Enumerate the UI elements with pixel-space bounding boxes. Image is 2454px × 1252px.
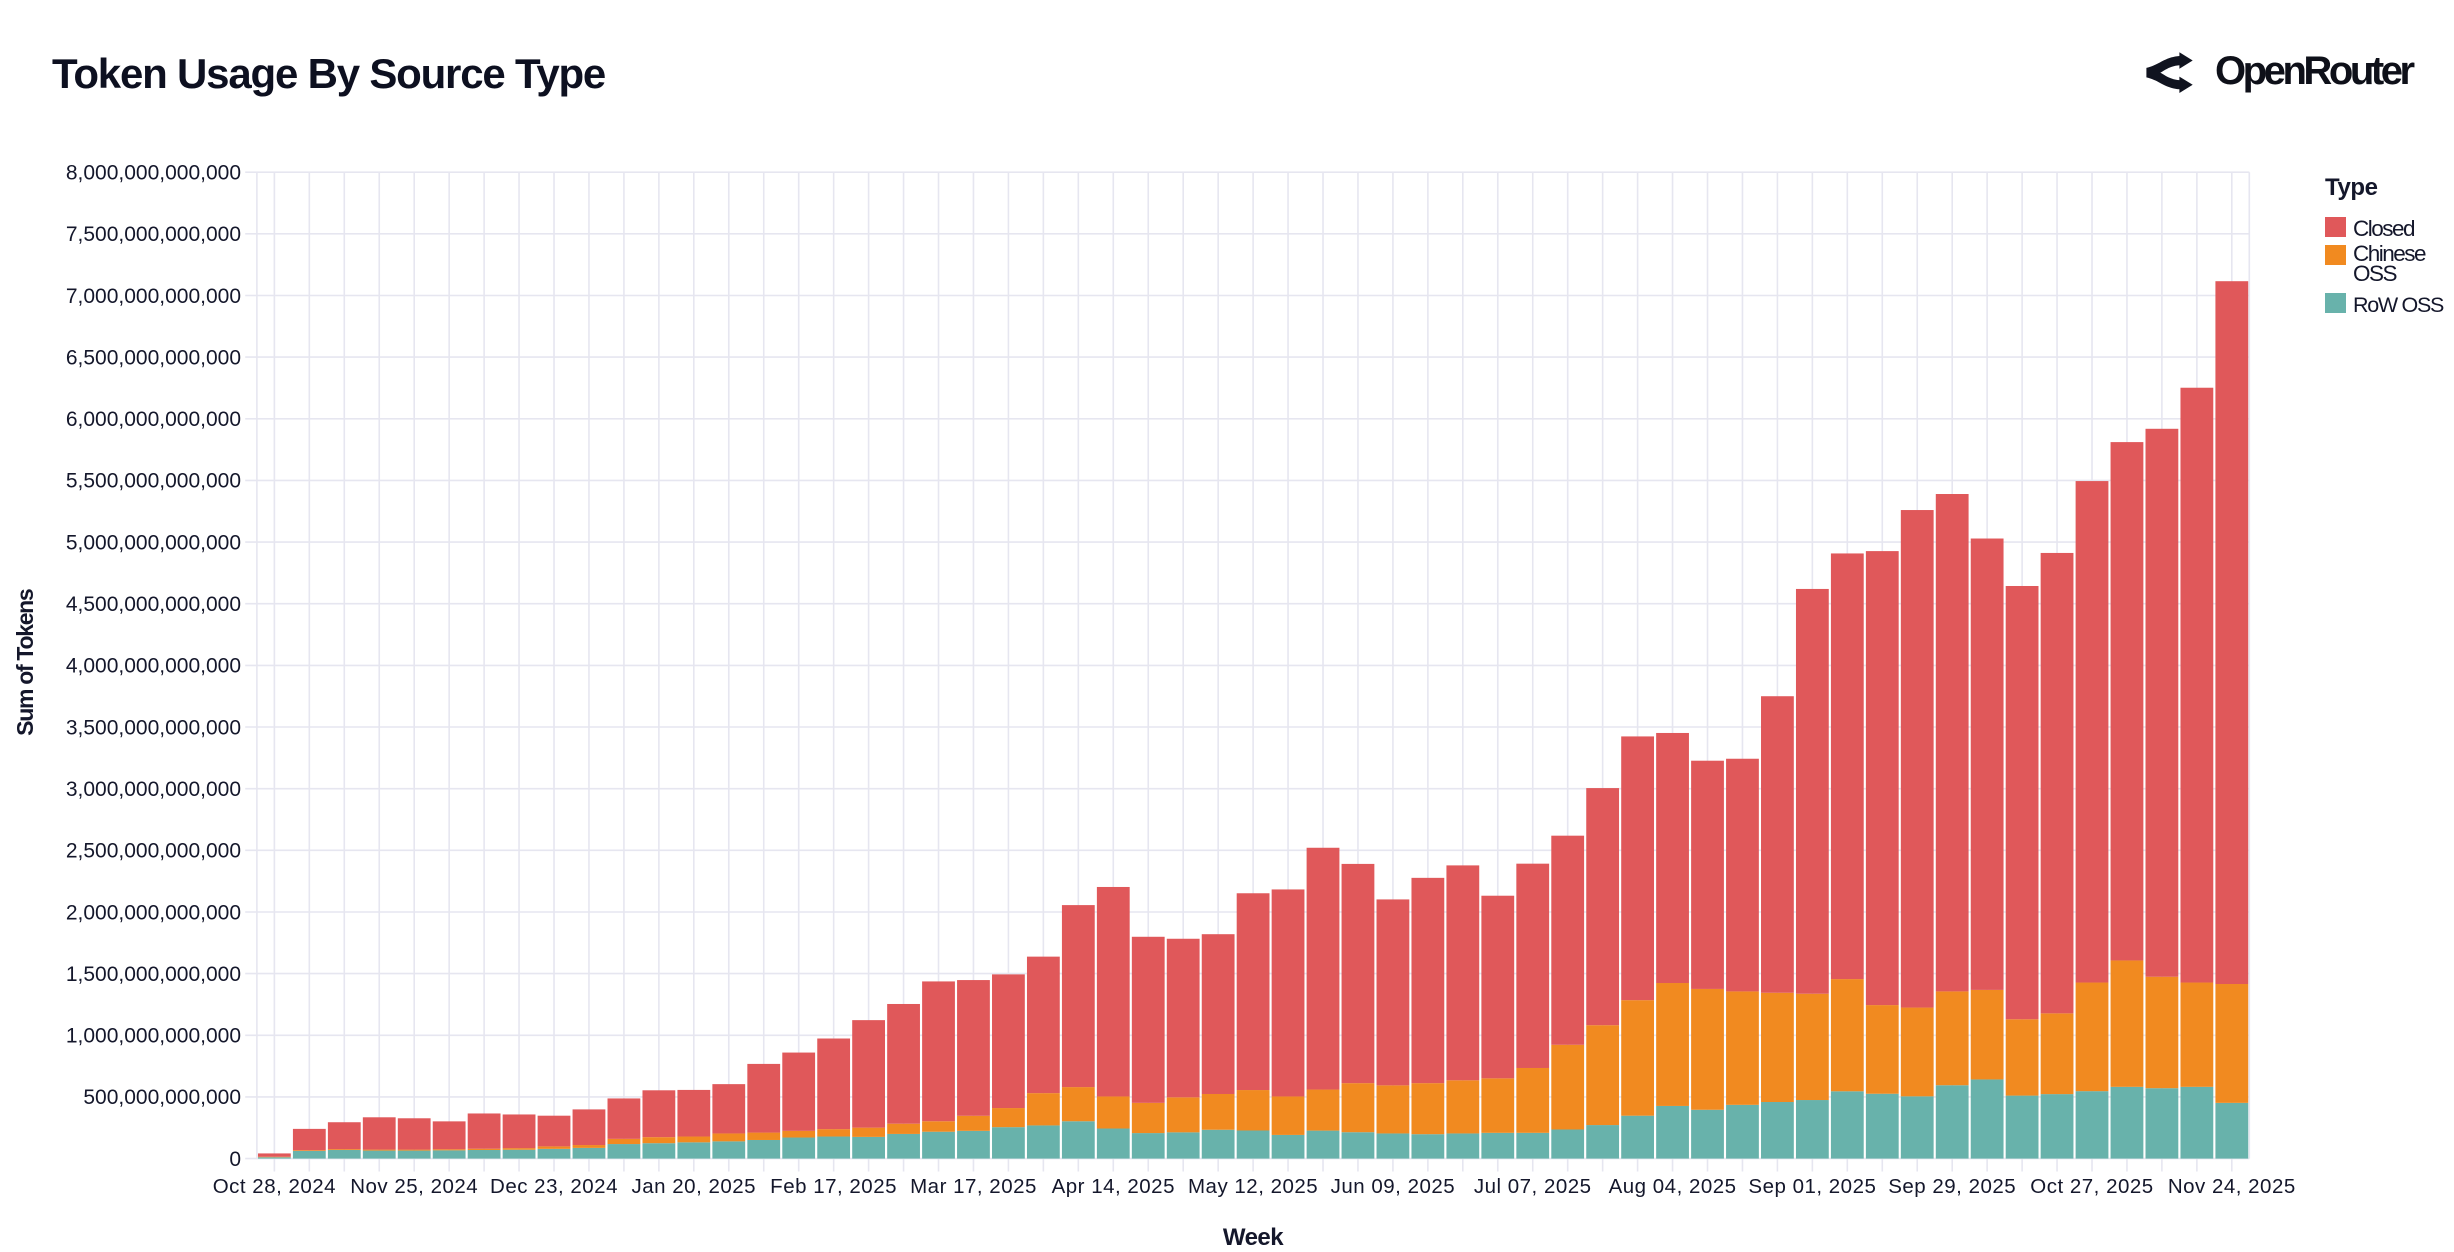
svg-text:3,500,000,000,000: 3,500,000,000,000 [66,716,241,739]
svg-text:Week: Week [1223,1224,1284,1251]
svg-text:Feb 17, 2025: Feb 17, 2025 [770,1175,897,1198]
svg-text:May 12, 2025: May 12, 2025 [1188,1175,1318,1198]
svg-text:Jun 09, 2025: Jun 09, 2025 [1331,1175,1456,1198]
svg-text:0: 0 [229,1148,241,1171]
svg-text:4,500,000,000,000: 4,500,000,000,000 [66,593,241,616]
svg-text:5,000,000,000,000: 5,000,000,000,000 [66,531,241,554]
svg-text:Mar 17, 2025: Mar 17, 2025 [910,1175,1037,1198]
svg-text:Sep 29, 2025: Sep 29, 2025 [1888,1175,2016,1198]
svg-text:3,000,000,000,000: 3,000,000,000,000 [66,778,241,801]
svg-text:1,500,000,000,000: 1,500,000,000,000 [66,963,241,986]
svg-text:2,500,000,000,000: 2,500,000,000,000 [66,840,241,863]
svg-text:Nov 24, 2025: Nov 24, 2025 [2168,1175,2296,1198]
svg-text:500,000,000,000: 500,000,000,000 [83,1086,241,1109]
svg-text:Dec 23, 2024: Dec 23, 2024 [490,1175,618,1198]
svg-text:Jan 20, 2025: Jan 20, 2025 [632,1175,757,1198]
svg-text:6,500,000,000,000: 6,500,000,000,000 [66,346,241,369]
svg-text:Jul 07, 2025: Jul 07, 2025 [1474,1175,1592,1198]
svg-text:Nov 25, 2024: Nov 25, 2024 [350,1175,478,1198]
svg-text:6,000,000,000,000: 6,000,000,000,000 [66,408,241,431]
svg-text:7,000,000,000,000: 7,000,000,000,000 [66,285,241,308]
svg-text:7,500,000,000,000: 7,500,000,000,000 [66,223,241,246]
svg-text:Aug 04, 2025: Aug 04, 2025 [1609,1175,1737,1198]
svg-text:5,500,000,000,000: 5,500,000,000,000 [66,470,241,493]
svg-text:Sum of Tokens: Sum of Tokens [12,589,38,736]
svg-text:2,000,000,000,000: 2,000,000,000,000 [66,901,241,924]
svg-text:8,000,000,000,000: 8,000,000,000,000 [66,162,241,185]
svg-text:Apr 14, 2025: Apr 14, 2025 [1052,1175,1175,1198]
svg-text:Oct 27, 2025: Oct 27, 2025 [2030,1175,2153,1198]
svg-text:Sep 01, 2025: Sep 01, 2025 [1748,1175,1876,1198]
svg-text:4,000,000,000,000: 4,000,000,000,000 [66,655,241,678]
svg-text:1,000,000,000,000: 1,000,000,000,000 [66,1025,241,1048]
svg-text:Oct 28, 2024: Oct 28, 2024 [213,1175,336,1198]
